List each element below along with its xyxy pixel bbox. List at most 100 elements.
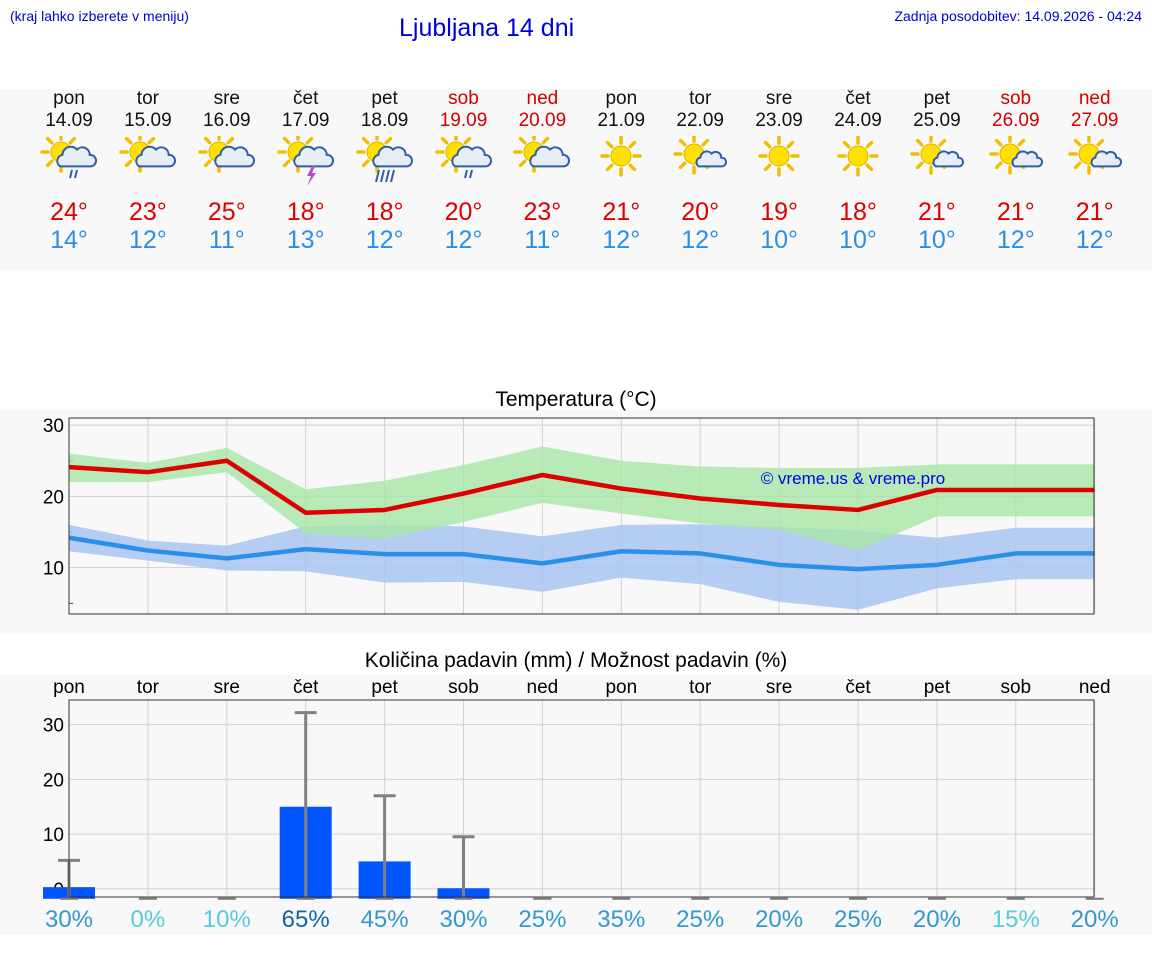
precipitation-chance: 20%	[1071, 906, 1119, 933]
forecast-day: pet 18.09 18° 12°	[345, 88, 424, 254]
min-temperature: 12°	[444, 226, 483, 254]
forecast-day: pon 14.09 24° 14°	[30, 88, 109, 254]
x-tick-label: pon	[605, 677, 637, 698]
min-temperature-range	[69, 524, 1095, 610]
precipitation-chance: 65%	[282, 906, 330, 933]
day-date: 20.09	[518, 110, 567, 131]
min-temperature: 12°	[365, 226, 404, 254]
precipitation-chart: pon tor sre čet pet sob ned pon tor sre čet pet sob n…	[43, 677, 1119, 933]
page-title: Ljubljana 14 dni	[399, 14, 575, 42]
max-temperature: 19°	[760, 198, 798, 226]
day-date: 27.09	[1070, 110, 1119, 131]
forecast-day: tor 15.09 23° 12°	[108, 88, 187, 254]
plot-frame	[68, 417, 1095, 615]
forecast-day: pet 25.09 21° 10°	[897, 88, 976, 254]
sun-cloud-drizzle-icon	[434, 136, 492, 179]
last-updated: Zadnja posodobitev: 14.09.2026 - 04:24	[894, 8, 1142, 24]
temperature-chart-title: Temperatura (°C)	[495, 388, 657, 411]
forecast-band	[0, 89, 1152, 270]
sun-cloud-rain-icon	[355, 136, 413, 183]
day-date: 14.09	[45, 110, 93, 131]
precipitation-chance: 0%	[131, 906, 166, 933]
y-tick-label: 30	[43, 416, 64, 437]
min-temperature: 10°	[917, 226, 956, 254]
location-hint: (kraj lahko izberete v meniju)	[10, 8, 189, 24]
forecast-day: ned 20.09 23° 11°	[503, 88, 582, 254]
day-name: pet	[923, 88, 951, 109]
day-name: tor	[689, 88, 712, 109]
day-date: 25.09	[913, 110, 961, 131]
sun-thunder-icon	[276, 136, 334, 186]
x-tick-label: pon	[53, 677, 85, 698]
plot-frame	[68, 699, 1095, 898]
max-temperature: 21°	[996, 198, 1035, 226]
x-tick-label: sre	[766, 677, 792, 698]
day-name: sob	[448, 88, 479, 109]
max-temperature: 21°	[917, 198, 956, 226]
precipitation-chance: 25%	[676, 906, 724, 933]
day-date: 16.09	[203, 110, 251, 131]
min-temperature: 12°	[996, 226, 1035, 254]
y-tick-label: 10	[43, 825, 64, 846]
precipitation-chance: 25%	[518, 906, 566, 933]
day-name: pet	[371, 88, 398, 109]
y-tick-label: 10	[43, 559, 64, 580]
x-tick-label: pet	[924, 677, 951, 698]
min-temperature: 11°	[208, 226, 245, 254]
day-date: 22.09	[676, 110, 724, 131]
min-temperature: 14°	[50, 226, 88, 254]
day-name: sob	[1000, 88, 1032, 109]
day-name: čet	[293, 88, 319, 109]
day-name: ned	[1078, 88, 1111, 109]
precipitation-chance: 30%	[439, 906, 487, 933]
sun-small-cloud-icon	[989, 136, 1043, 175]
sun-small-cloud-icon	[1067, 136, 1122, 175]
max-temperature: 18°	[365, 198, 404, 226]
x-tick-label: sob	[1000, 677, 1031, 698]
day-name: sre	[213, 88, 240, 109]
sun-icon	[837, 136, 879, 177]
min-temperature: 12°	[681, 226, 720, 254]
precipitation-chance: 15%	[992, 906, 1040, 933]
day-date: 23.09	[755, 110, 803, 131]
watermark: © vreme.us & vreme.pro	[761, 469, 945, 488]
forecast-day: pon 21.09 21° 12°	[582, 88, 661, 254]
precipitation-chance: 35%	[597, 906, 645, 933]
sun-small-cloud-icon	[673, 136, 728, 175]
x-tick-label: čet	[845, 677, 871, 698]
min-temperature: 12°	[128, 226, 167, 254]
temperature-chart: 10 20 30 © vreme.us & vreme.pro	[43, 416, 1096, 615]
max-temperature: 23°	[128, 198, 167, 226]
x-tick-label: tor	[689, 677, 712, 698]
day-name: tor	[136, 88, 159, 109]
max-temperature-line	[68, 458, 1095, 516]
min-temperature: 12°	[1075, 226, 1114, 254]
forecast-day: sre 23.09 19° 10°	[740, 88, 819, 254]
day-name: pon	[605, 88, 638, 109]
y-tick-label: 20	[43, 770, 64, 791]
forecast-day: tor 22.09 20° 12°	[661, 88, 740, 254]
forecast-day: sre 16.09 25° 11°	[187, 88, 266, 254]
max-temperature: 21°	[602, 198, 641, 226]
sun-cloud-drizzle-icon	[40, 136, 97, 179]
precipitation-chance: 10%	[203, 906, 251, 933]
max-temperature: 21°	[1075, 198, 1114, 226]
sun-cloud-icon	[119, 136, 176, 173]
day-date: 26.09	[992, 110, 1040, 131]
precipitation-chance: 30%	[45, 906, 93, 933]
forecast-day: čet 24.09 18° 10°	[819, 88, 898, 254]
max-temperature: 24°	[50, 198, 88, 226]
plot-area	[69, 700, 1094, 897]
precipitation-chance: 25%	[834, 906, 882, 933]
precipitation-chance: 20%	[755, 906, 803, 933]
sun-small-cloud-icon	[910, 136, 964, 175]
day-date: 24.09	[834, 110, 882, 131]
y-tick-label: 30	[43, 716, 64, 737]
sun-icon	[600, 136, 643, 177]
day-date: 21.09	[597, 110, 646, 131]
x-tick-label: tor	[137, 677, 160, 698]
min-temperature: 12°	[602, 226, 641, 254]
x-tick-label: sre	[214, 677, 240, 698]
day-date: 15.09	[124, 110, 172, 131]
x-tick-label: ned	[1079, 677, 1111, 698]
